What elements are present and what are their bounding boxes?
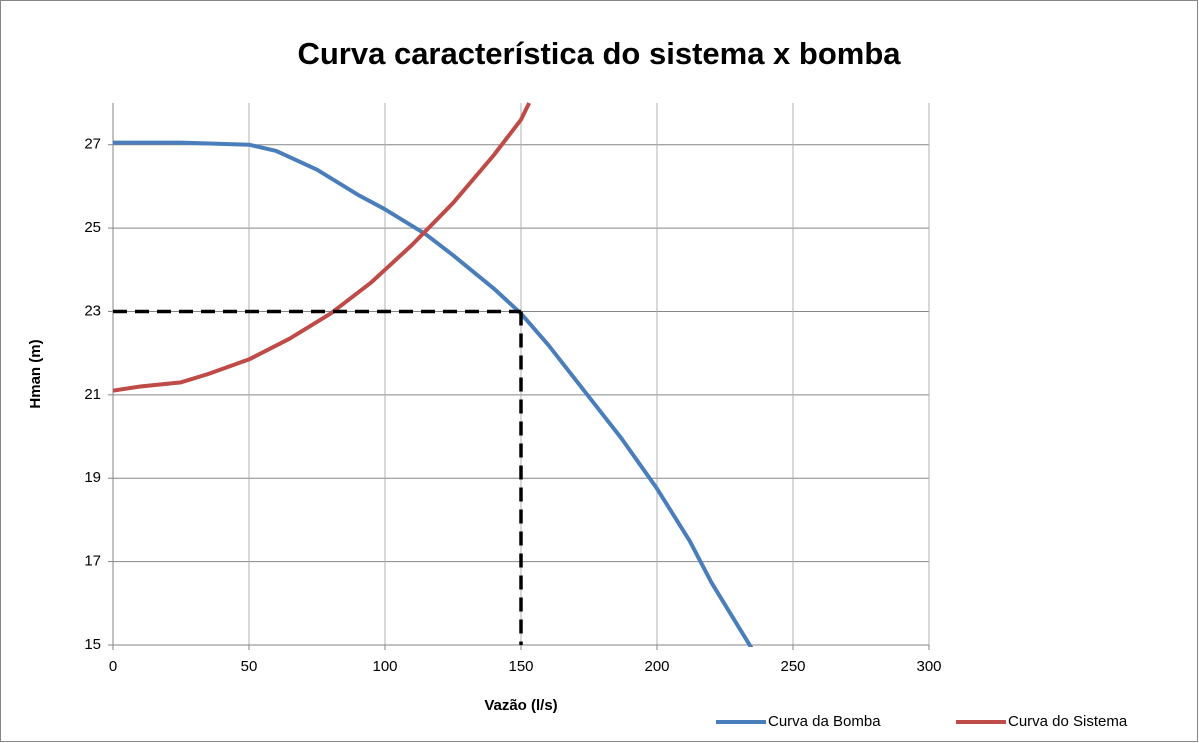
chart-title: Curva característica do sistema x bomba xyxy=(297,36,901,71)
x-tick-label: 300 xyxy=(916,658,941,675)
series-line xyxy=(113,102,531,393)
y-tick-label: 15 xyxy=(84,636,101,653)
y-tick-label: 25 xyxy=(84,219,101,236)
x-tick-label: 250 xyxy=(780,658,805,675)
x-tick-label: 50 xyxy=(241,658,258,675)
y-tick-label: 21 xyxy=(84,386,101,403)
x-axis-title: Vazão (l/s) xyxy=(484,697,557,714)
x-tick-label: 150 xyxy=(508,658,533,675)
y-tick-label: 27 xyxy=(84,136,101,153)
y-tick-label: 23 xyxy=(84,302,101,319)
x-tick-label: 0 xyxy=(109,658,117,675)
x-tick-label: 200 xyxy=(644,658,669,675)
y-tick-label: 17 xyxy=(84,553,101,570)
y-tick-label: 19 xyxy=(84,469,101,486)
y-axis-title: Hman (m) xyxy=(27,339,44,408)
legend-label: Curva do Sistema xyxy=(1008,713,1128,730)
x-tick-label: 100 xyxy=(372,658,397,675)
legend-label: Curva da Bomba xyxy=(768,713,881,730)
series-line xyxy=(113,140,754,647)
